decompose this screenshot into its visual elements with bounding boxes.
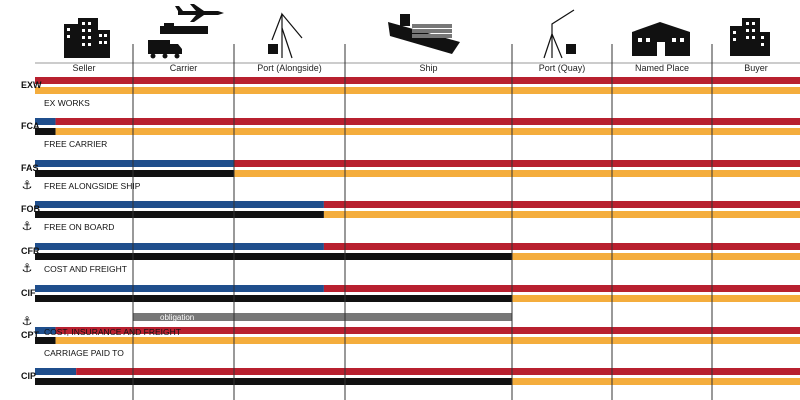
buyer-risk-bar [512,253,800,260]
buyer-risk-bar [55,337,800,344]
obligation-label: obligation [160,313,194,322]
seller-building-icon [64,18,110,58]
buyer-risk-bar [55,128,800,135]
seller-risk-bar [35,295,512,302]
buyer-cost-bar [323,201,800,208]
train-icon [160,23,208,34]
term-code: FCA [21,121,40,131]
seller-risk-bar [35,337,56,344]
term-name: FREE ALONGSIDE SHIP [44,181,141,191]
column-dividers [132,44,713,400]
term-name: CARRIAGE PAID TO [44,348,124,358]
seller-risk-bar [35,378,512,385]
column-label: Ship [419,63,437,73]
term-code: CIP [21,371,36,381]
column-label: Buyer [744,63,768,73]
port-crane-icon [543,9,575,59]
warehouse-icon [632,22,690,56]
term-code: FAS [21,163,39,173]
term-bars [35,77,800,385]
anchor-icon: ⚓ [22,261,33,275]
column-label: Port (Alongside) [257,63,322,73]
cargo-box-icon [566,44,576,54]
column-icons [64,4,770,59]
seller-cost-bar [35,118,56,125]
port-crane-icon [271,12,303,59]
column-label: Seller [72,63,95,73]
seller-risk-bar [35,211,324,218]
buyer-risk-bar [323,211,800,218]
term-name: FREE ON BOARD [44,222,114,232]
seller-risk-bar [35,128,56,135]
seller-risk-bar [35,170,234,177]
buyer-risk-bar [234,170,800,177]
term-code: FOB [21,204,40,214]
truck-icon [148,40,182,59]
anchor-icon: ⚓ [22,178,33,192]
seller-cost-bar [35,160,234,167]
seller-cost-bar [35,368,77,375]
buyer-cost-bar [234,160,800,167]
term-code: CIF [21,288,36,298]
column-label: Port (Quay) [539,63,586,73]
airplane-icon [175,4,224,22]
buyer-risk-bar [35,87,800,94]
column-label: Carrier [170,63,198,73]
obligation-bar [133,313,512,321]
term-code: CPT [21,330,40,340]
anchor-icon: ⚓ [22,314,33,328]
term-code: EXW [21,80,42,90]
buyer-risk-bar [512,295,800,302]
buyer-building-icon [730,18,770,56]
seller-risk-bar [35,253,512,260]
buyer-cost-bar [55,118,800,125]
term-code: CFR [21,246,40,256]
buyer-cost-bar [323,285,800,292]
cargo-box-icon [268,44,278,54]
term-name: FREE CARRIER [44,139,107,149]
seller-cost-bar [35,243,324,250]
term-name: COST, INSURANCE AND FREIGHT [44,327,181,337]
anchor-icon: ⚓ [22,219,33,233]
buyer-cost-bar [323,243,800,250]
seller-cost-bar [35,285,324,292]
column-label: Named Place [635,63,689,73]
term-name: COST AND FREIGHT [44,264,127,274]
buyer-cost-bar [35,77,800,84]
seller-cost-bar [35,327,56,334]
seller-cost-bar [35,201,324,208]
term-name: EX WORKS [44,98,90,108]
container-ship-icon [388,14,460,54]
column-headers: Seller Carrier Port (Alongside) Ship Port (Q… [72,63,767,73]
buyer-cost-bar [55,327,800,334]
buyer-risk-bar [512,378,800,385]
buyer-cost-bar [76,368,800,375]
